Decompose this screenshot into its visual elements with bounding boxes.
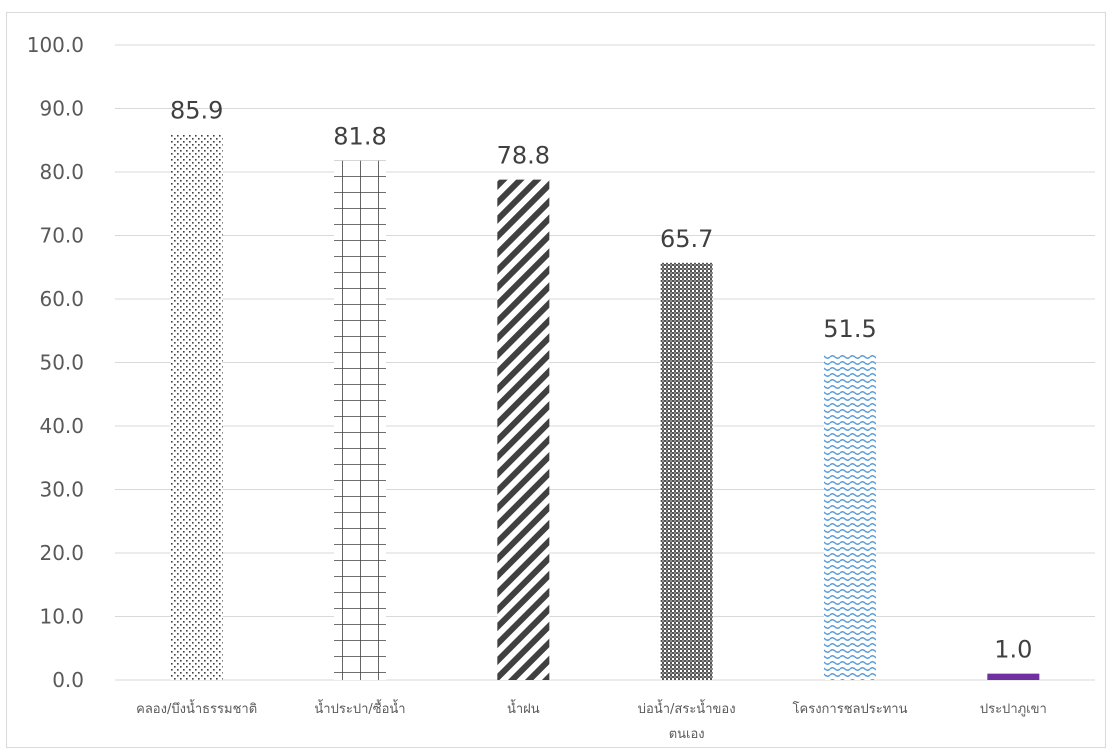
data-labels: 85.9 81.8 78.8 65.7 51.5 1.0 xyxy=(170,97,1032,664)
y-tick-label: 90.0 xyxy=(39,97,84,121)
category-label: ประปาภูเขา xyxy=(980,702,1047,717)
category-label: น้ำประปา/ซื้อน้ำ xyxy=(314,699,405,717)
y-tick-label: 100.0 xyxy=(27,33,84,57)
bar xyxy=(334,161,386,680)
bar xyxy=(987,674,1039,680)
category-label: คลอง/บึงน้ำธรรมชาติ xyxy=(136,699,257,717)
bar xyxy=(497,180,549,680)
bars xyxy=(171,135,1040,680)
bar-value-label: 51.5 xyxy=(823,315,876,343)
y-tick-label: 30.0 xyxy=(39,478,84,502)
category-label: น้ำฝน xyxy=(507,699,540,717)
category-label: บ่อน้ำ/สระน้ำของ xyxy=(638,699,736,717)
bar xyxy=(824,353,876,680)
bar-value-label: 65.7 xyxy=(660,225,713,253)
y-tick-label: 50.0 xyxy=(39,351,84,375)
y-tick-label: 10.0 xyxy=(39,605,84,629)
y-tick-label: 0.0 xyxy=(52,668,84,692)
bar-value-label: 1.0 xyxy=(994,636,1032,664)
bar-value-label: 81.8 xyxy=(333,123,386,151)
x-axis-categories: คลอง/บึงน้ำธรรมชาติ น้ำประปา/ซื้อน้ำ น้ำฝน… xyxy=(136,699,1047,742)
bar xyxy=(171,135,223,680)
y-axis-ticks: 0.0 10.0 20.0 30.0 40.0 50.0 60.0 70.0 80.0 90.0 1… xyxy=(27,33,84,692)
category-label: ตนเอง xyxy=(669,727,705,742)
bar xyxy=(661,263,713,680)
category-label: โครงการชลประทาน xyxy=(793,701,908,717)
y-tick-label: 20.0 xyxy=(39,541,84,565)
bar-value-label: 85.9 xyxy=(170,97,223,125)
y-tick-label: 80.0 xyxy=(39,160,84,184)
y-tick-label: 40.0 xyxy=(39,414,84,438)
y-tick-label: 60.0 xyxy=(39,287,84,311)
y-tick-label: 70.0 xyxy=(39,224,84,248)
gridlines xyxy=(115,45,1095,680)
bar-value-label: 78.8 xyxy=(497,142,550,170)
